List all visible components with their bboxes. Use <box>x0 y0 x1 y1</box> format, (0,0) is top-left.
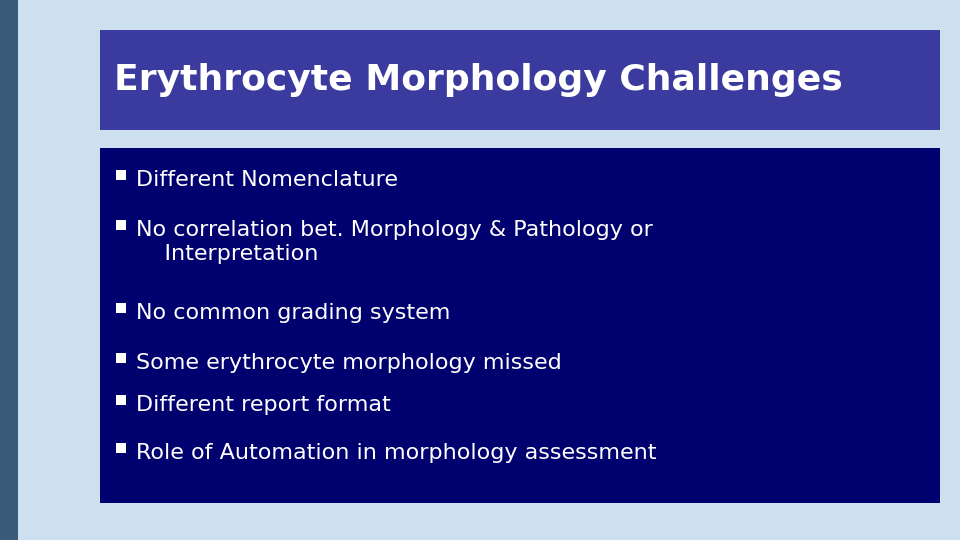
Bar <box>116 395 126 405</box>
Bar <box>0 0 18 540</box>
Text: Some erythrocyte morphology missed: Some erythrocyte morphology missed <box>136 353 562 373</box>
Bar <box>116 353 126 363</box>
Bar <box>116 170 126 180</box>
Text: Different report format: Different report format <box>136 395 391 415</box>
Text: Erythrocyte Morphology Challenges: Erythrocyte Morphology Challenges <box>114 63 843 97</box>
Bar <box>100 30 940 130</box>
Text: Role of Automation in morphology assessment: Role of Automation in morphology assessm… <box>136 443 657 463</box>
Text: No common grading system: No common grading system <box>136 303 450 323</box>
Bar <box>116 443 126 453</box>
Bar <box>116 303 126 313</box>
Bar <box>116 220 126 230</box>
Text: No correlation bet. Morphology & Pathology or
    Interpretation: No correlation bet. Morphology & Patholo… <box>136 220 653 264</box>
Text: Different Nomenclature: Different Nomenclature <box>136 170 398 190</box>
Bar <box>100 148 940 503</box>
